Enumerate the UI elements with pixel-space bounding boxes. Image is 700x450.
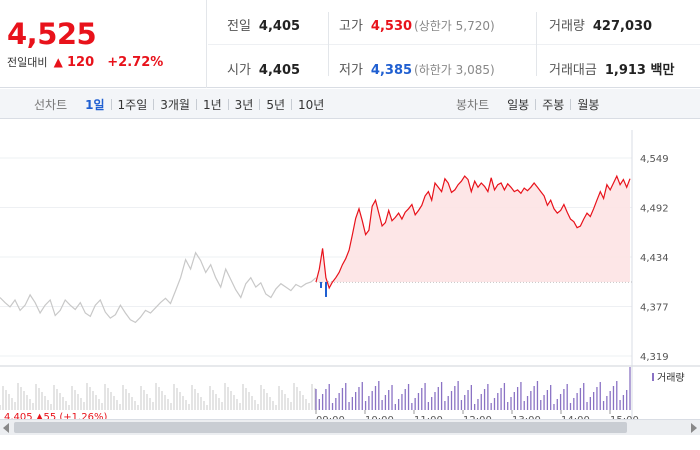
tab-3-years[interactable]: 3년 bbox=[234, 98, 254, 112]
tab-separator bbox=[291, 99, 293, 110]
scroll-right-arrow-icon[interactable] bbox=[691, 423, 697, 433]
change-percent: +2.72% bbox=[107, 55, 164, 70]
today-fill-area bbox=[316, 176, 630, 288]
chart-tab-bar: 선차트 1일 1주일 3개월 1년 3년 5년 10년 봉차트 일봉 주봉 월봉 bbox=[0, 89, 700, 119]
stats-divider bbox=[328, 12, 329, 76]
tab-separator bbox=[535, 99, 537, 110]
up-triangle-icon: ▲ bbox=[53, 55, 63, 69]
tab-weekly-candle[interactable]: 주봉 bbox=[542, 98, 565, 112]
current-price: 4,525 bbox=[7, 17, 97, 51]
prev-day-label: 4,405 ▲55 (+1.26%) bbox=[4, 412, 107, 420]
tab-separator bbox=[195, 99, 197, 110]
tab-1-year[interactable]: 1년 bbox=[202, 98, 222, 112]
stats-divider bbox=[536, 12, 537, 76]
today-series bbox=[315, 174, 631, 297]
prev-day-series bbox=[0, 251, 317, 324]
tab-monthly-candle[interactable]: 월봉 bbox=[577, 98, 600, 112]
tab-separator bbox=[227, 99, 229, 110]
today-line bbox=[315, 174, 631, 290]
volume-legend-swatch bbox=[652, 373, 654, 381]
chart-scrollbar[interactable] bbox=[0, 419, 700, 435]
stat-amount: 거래대금 1,913 백만 bbox=[549, 63, 675, 78]
line-chart-tabs: 선차트 1일 1주일 3개월 1년 3년 5년 10년 bbox=[34, 96, 330, 113]
candle-chart-title: 봉차트 bbox=[456, 98, 490, 112]
change-row: 전일대비 ▲ 120 +2.72% bbox=[7, 54, 163, 70]
stat-low: 저가 4,385 (하한가 3,085) bbox=[339, 63, 495, 78]
change-amount: 120 bbox=[67, 55, 95, 70]
y-axis: 4,549 4,492 4,434 4,377 4,319 bbox=[631, 130, 669, 418]
stat-high: 고가 4,530 (상한가 5,720) bbox=[339, 19, 495, 34]
quote-summary: 4,525 전일대비 ▲ 120 +2.72% 전일 4,405 시가 4,405 … bbox=[0, 0, 700, 88]
y-tick-label: 4,549 bbox=[640, 154, 669, 165]
candle-chart-tabs: 봉차트 일봉 주봉 월봉 bbox=[456, 96, 605, 113]
change-label: 전일대비 bbox=[7, 56, 48, 69]
volume-bars bbox=[0, 367, 654, 410]
quote-stats: 전일 4,405 시가 4,405 고가 4,530 (상한가 5,720) 저가 4,3… bbox=[208, 0, 700, 88]
tab-separator bbox=[110, 99, 112, 110]
tab-separator bbox=[259, 99, 261, 110]
tab-10-years[interactable]: 10년 bbox=[298, 98, 325, 112]
stat-open: 시가 4,405 bbox=[227, 63, 301, 78]
line-chart-title: 선차트 bbox=[34, 98, 68, 112]
stat-volume: 거래량 427,030 bbox=[549, 19, 653, 34]
y-tick-label: 4,319 bbox=[640, 352, 669, 363]
today-area-fill bbox=[316, 176, 630, 288]
tab-daily-candle[interactable]: 일봉 bbox=[507, 98, 530, 112]
scroll-thumb[interactable] bbox=[14, 422, 627, 433]
stats-divider bbox=[208, 44, 700, 45]
price-box: 4,525 전일대비 ▲ 120 +2.72% bbox=[0, 0, 207, 88]
y-tick-label: 4,492 bbox=[640, 204, 669, 215]
tab-1-week[interactable]: 1주일 bbox=[117, 98, 148, 112]
tab-5-years[interactable]: 5년 bbox=[266, 98, 286, 112]
y-tick-label: 4,434 bbox=[640, 253, 669, 264]
volume-legend: 거래량 bbox=[657, 372, 685, 384]
scroll-left-arrow-icon[interactable] bbox=[3, 423, 9, 433]
tab-1-day[interactable]: 1일 bbox=[85, 98, 105, 112]
stat-prev-close: 전일 4,405 bbox=[227, 19, 301, 34]
prev-day-line bbox=[0, 251, 317, 324]
y-tick-label: 4,377 bbox=[640, 303, 669, 314]
tab-separator bbox=[570, 99, 572, 110]
tab-separator bbox=[153, 99, 155, 110]
tab-3-months[interactable]: 3개월 bbox=[160, 98, 190, 112]
